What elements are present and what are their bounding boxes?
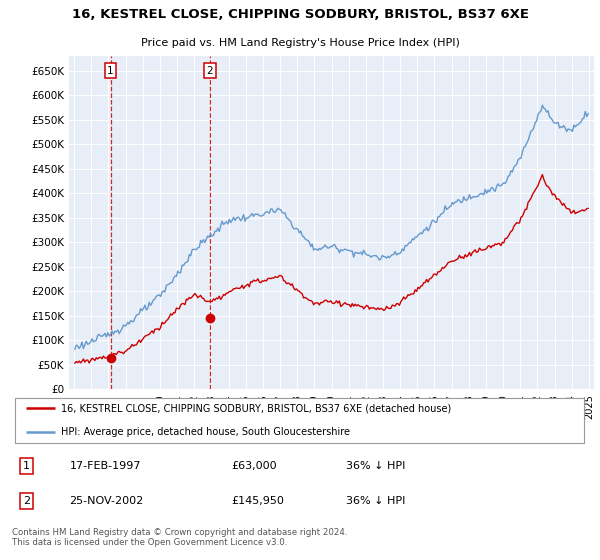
Text: 36% ↓ HPI: 36% ↓ HPI xyxy=(346,461,406,471)
Text: 1: 1 xyxy=(107,66,114,76)
Text: 36% ↓ HPI: 36% ↓ HPI xyxy=(346,496,406,506)
Text: Contains HM Land Registry data © Crown copyright and database right 2024.
This d: Contains HM Land Registry data © Crown c… xyxy=(12,528,347,548)
Text: £63,000: £63,000 xyxy=(231,461,277,471)
Text: Price paid vs. HM Land Registry's House Price Index (HPI): Price paid vs. HM Land Registry's House … xyxy=(140,38,460,48)
FancyBboxPatch shape xyxy=(15,398,584,443)
Text: 16, KESTREL CLOSE, CHIPPING SODBURY, BRISTOL, BS37 6XE: 16, KESTREL CLOSE, CHIPPING SODBURY, BRI… xyxy=(71,8,529,21)
Text: £145,950: £145,950 xyxy=(231,496,284,506)
Text: 2: 2 xyxy=(23,496,30,506)
Text: 2: 2 xyxy=(206,66,213,76)
Text: 25-NOV-2002: 25-NOV-2002 xyxy=(70,496,144,506)
Text: 16, KESTREL CLOSE, CHIPPING SODBURY, BRISTOL, BS37 6XE (detached house): 16, KESTREL CLOSE, CHIPPING SODBURY, BRI… xyxy=(61,403,451,413)
Text: HPI: Average price, detached house, South Gloucestershire: HPI: Average price, detached house, Sout… xyxy=(61,427,350,437)
Text: 17-FEB-1997: 17-FEB-1997 xyxy=(70,461,141,471)
Text: 1: 1 xyxy=(23,461,30,471)
